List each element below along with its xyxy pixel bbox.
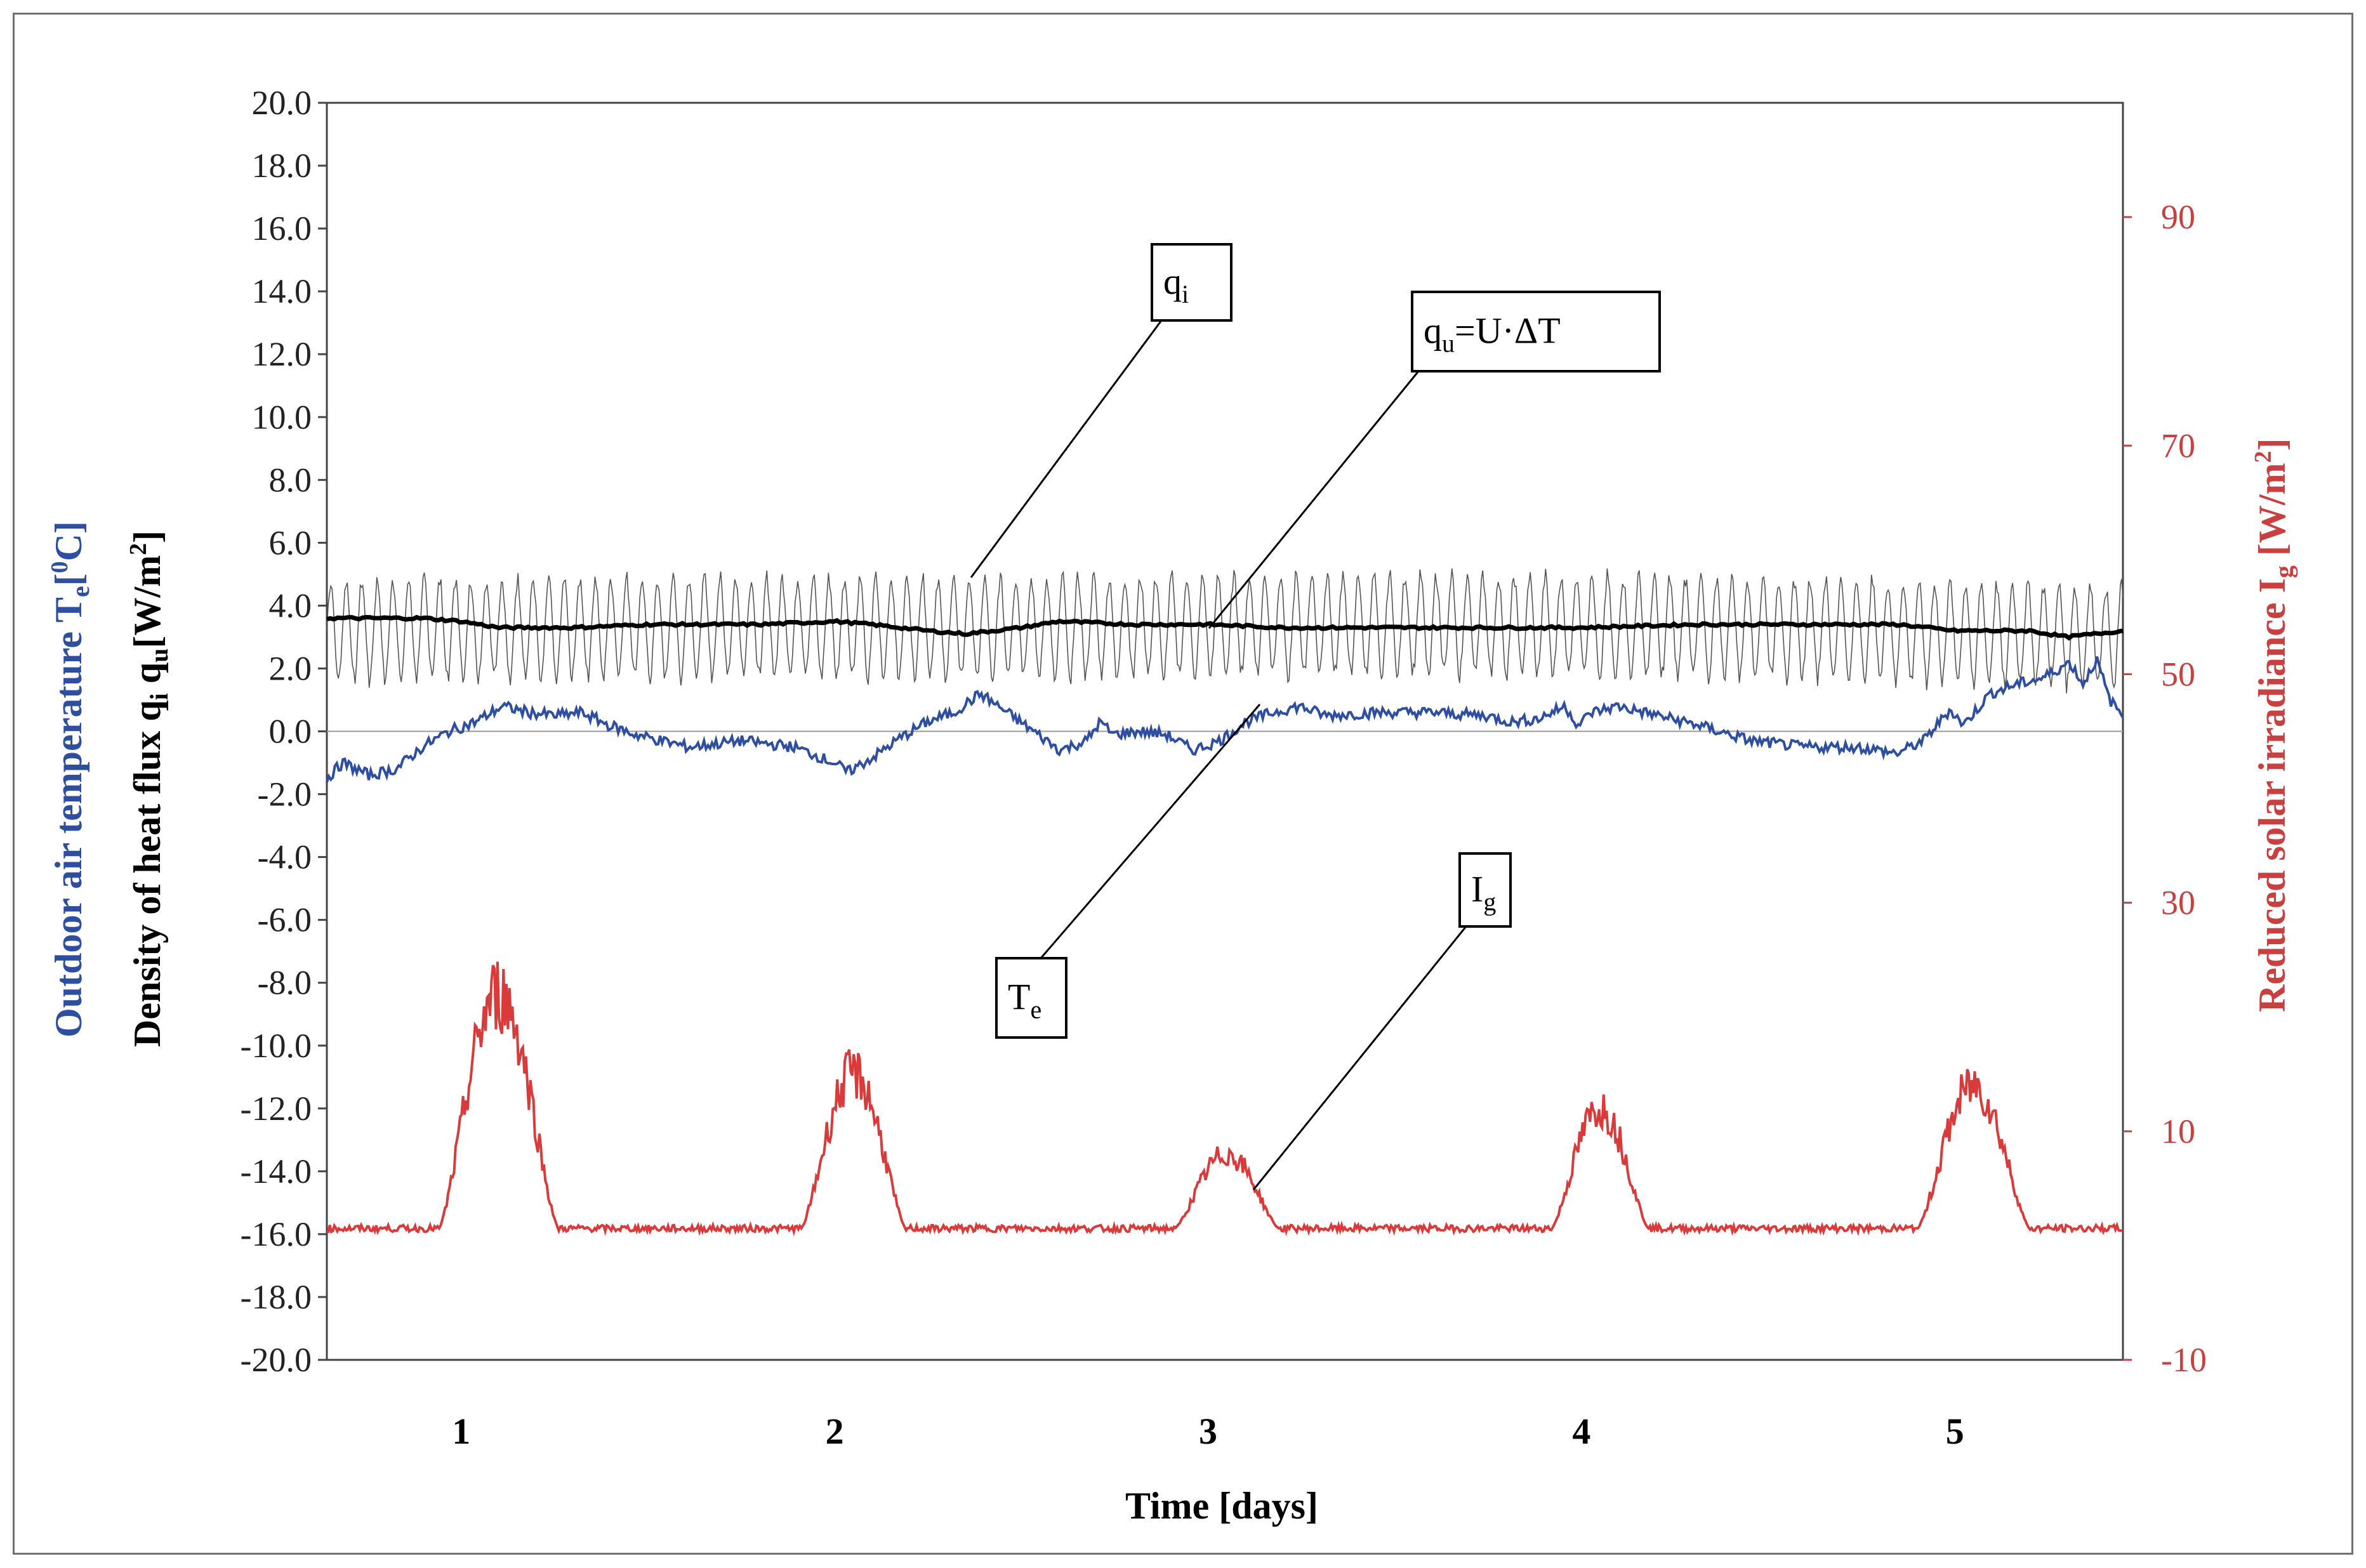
x-tick-label: 4 (1572, 1411, 1590, 1452)
series-qu (326, 614, 2124, 641)
annotation-qi: qi (970, 243, 1233, 578)
right-tick-label: 10 (2161, 1112, 2195, 1150)
annotation-leader (1208, 371, 1420, 629)
y-axis-label-left-inner: Density of heat flux qi qu[W/m2] (125, 530, 173, 1047)
annotation-leader (1252, 926, 1467, 1190)
left-tick-label: 12.0 (252, 335, 312, 373)
series-te (326, 656, 2124, 783)
series-ig (326, 961, 2124, 1237)
annotation-layer: qi qu=U·ΔT Te Ig (970, 243, 1661, 1190)
annotation-label: Ig (1471, 869, 1496, 916)
left-tick-label: -20.0 (241, 1341, 312, 1379)
left-tick-label: -18.0 (241, 1278, 312, 1316)
left-tick-label: 0.0 (269, 713, 312, 751)
left-tick-label: 2.0 (269, 649, 312, 687)
left-tick-label: 18.0 (252, 147, 312, 185)
annotation-leader (1040, 704, 1261, 959)
left-tick-label: -12.0 (241, 1090, 312, 1128)
x-axis-label: Time [days] (1125, 1485, 1318, 1527)
left-tick-label: -6.0 (258, 901, 312, 939)
annotation-label: qi (1163, 261, 1189, 308)
annotation-te: Te (995, 704, 1261, 1039)
annotation-quut: qu=U·ΔT (1208, 291, 1661, 629)
y-axis-label-left-outer: Outdoor air temperature Te[0C] (46, 521, 95, 1038)
annotation-label: qu=U·ΔT (1424, 310, 1561, 358)
annotation-ig: Ig (1252, 852, 1512, 1190)
annotation-box (995, 957, 1067, 1039)
left-tick-label: 6.0 (269, 524, 312, 562)
left-tick-label: -2.0 (258, 775, 312, 814)
series-layer (326, 568, 2124, 1237)
y-axis-label-right: Reduced solar irradiance Ig [W/m2] (2250, 438, 2298, 1012)
right-tick-label: 50 (2161, 655, 2195, 693)
right-axis-ticks: 90 70 50 30 10 -10 (2123, 198, 2207, 1379)
left-tick-label: -14.0 (241, 1152, 312, 1190)
right-tick-label: 90 (2161, 198, 2195, 236)
chart-frame (13, 13, 2353, 1555)
left-tick-label: -10.0 (241, 1027, 312, 1065)
x-axis-ticks: 1 2 3 4 5 (452, 1411, 1964, 1452)
left-tick-label: 8.0 (269, 461, 312, 499)
x-tick-label: 2 (826, 1411, 844, 1452)
annotation-leader (970, 320, 1163, 578)
annotation-label: Te (1008, 977, 1041, 1024)
left-tick-label: -16.0 (241, 1215, 312, 1253)
right-tick-label: 30 (2161, 884, 2195, 922)
x-tick-label: 3 (1199, 1411, 1217, 1452)
left-axis-ticks: 20.0 18.0 16.0 14.0 12.0 10.0 8.0 6.0 4.0 2.0 0.0 -… (241, 84, 327, 1379)
right-tick-label: -10 (2161, 1341, 2207, 1379)
left-tick-label: 10.0 (252, 398, 312, 436)
x-tick-label: 1 (452, 1411, 470, 1452)
left-tick-label: -8.0 (258, 964, 312, 1002)
annotation-box (1151, 243, 1233, 322)
left-tick-label: 16.0 (252, 209, 312, 247)
annotation-box (1458, 852, 1512, 928)
x-tick-label: 5 (1946, 1411, 1964, 1452)
annotation-box (1411, 291, 1661, 372)
right-tick-label: 70 (2161, 426, 2195, 464)
left-tick-label: 4.0 (269, 586, 312, 624)
left-tick-label: 14.0 (252, 272, 312, 310)
left-tick-label: -4.0 (258, 838, 312, 876)
left-tick-label: 20.0 (252, 84, 312, 122)
series-qi (326, 568, 2124, 694)
